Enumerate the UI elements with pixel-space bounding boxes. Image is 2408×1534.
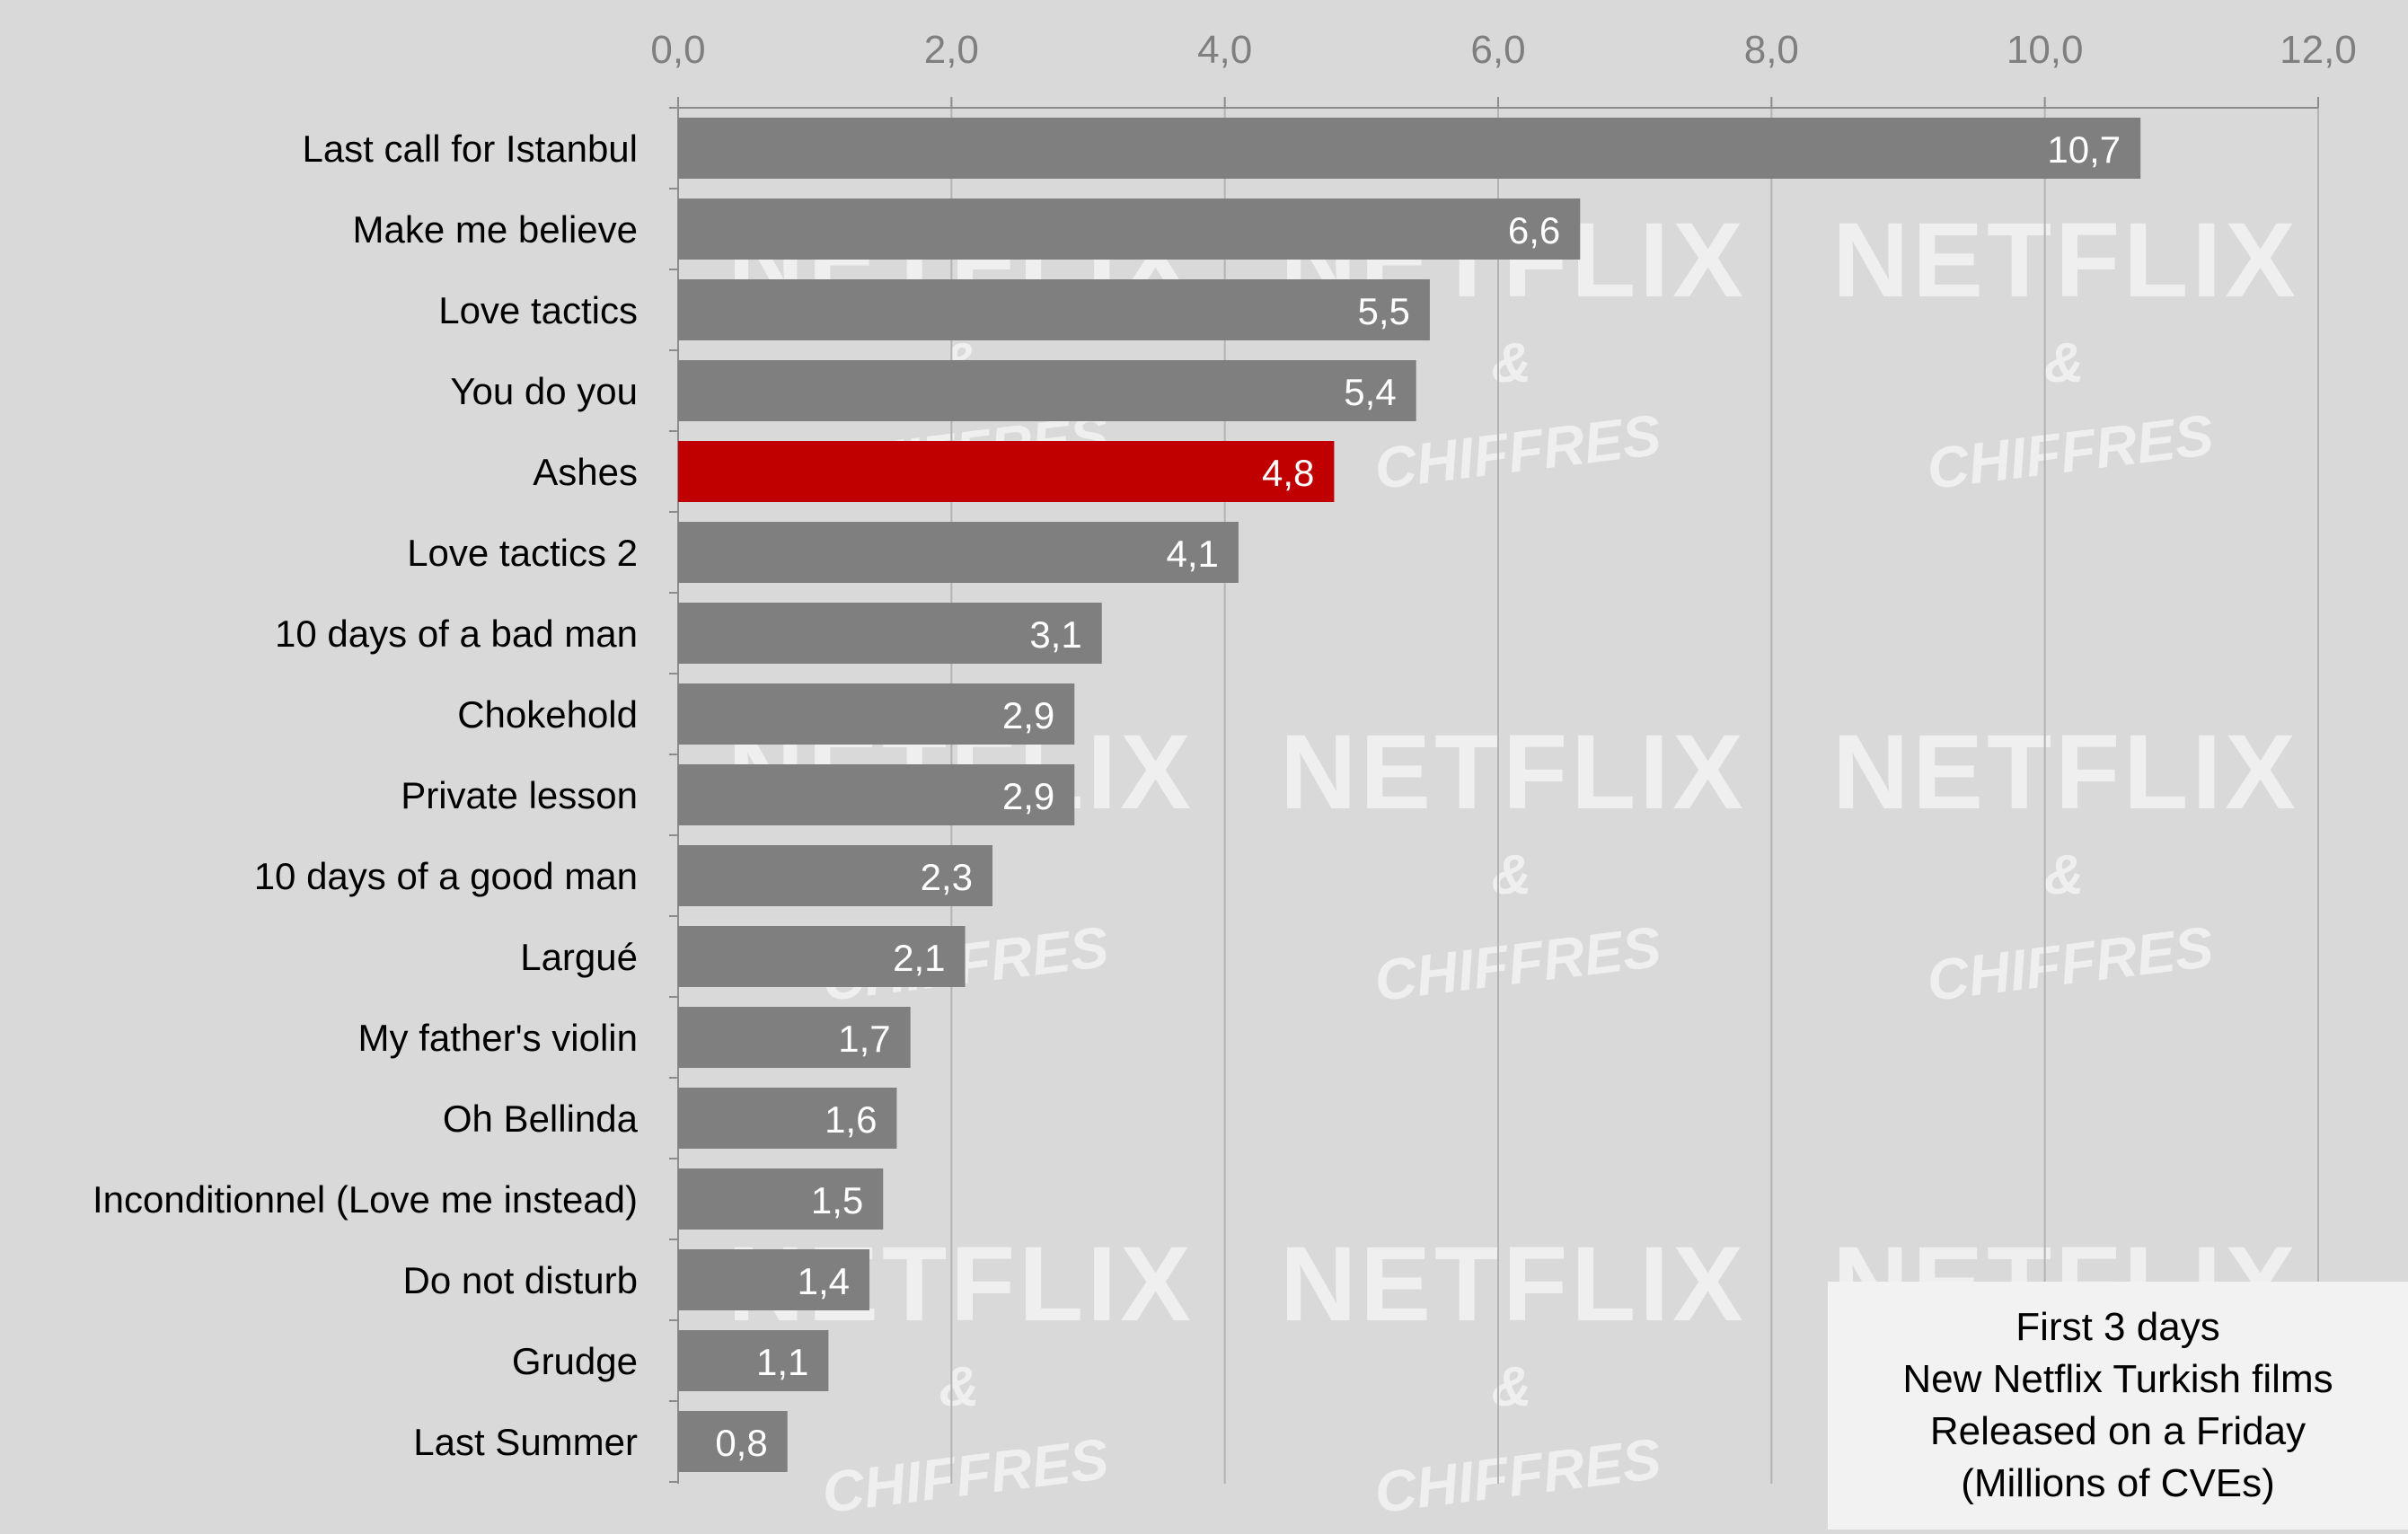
watermark-sub-3: CHIFFRES — [1924, 402, 2218, 501]
bar-16 — [678, 1330, 829, 1391]
watermark-amp-3: & — [2044, 332, 2085, 394]
bars — [678, 118, 2141, 1472]
category-label-7: 10 days of a bad man — [275, 613, 638, 655]
value-label-9: 2,9 — [1002, 775, 1054, 817]
value-label-8: 2,9 — [1002, 694, 1054, 736]
bar-13 — [678, 1088, 897, 1149]
category-label-16: Grudge — [512, 1340, 638, 1382]
bar-15 — [678, 1249, 870, 1310]
bar-10 — [678, 845, 992, 906]
watermark-title-5: NETFLIX — [1280, 713, 1747, 832]
value-label-15: 1,4 — [798, 1260, 850, 1302]
category-label-6: Love tactics 2 — [407, 532, 638, 574]
category-label-5: Ashes — [533, 451, 638, 493]
value-label-11: 2,1 — [893, 937, 945, 979]
category-label-11: Largué — [520, 936, 638, 978]
value-label-1: 10,7 — [2047, 128, 2121, 171]
watermark-amp-7: & — [939, 1356, 980, 1418]
bar-9 — [678, 764, 1075, 825]
bar-8 — [678, 683, 1075, 745]
watermark-title-8: NETFLIX — [1280, 1225, 1747, 1344]
category-label-1: Last call for Istanbul — [302, 128, 638, 170]
watermark-sub-6: CHIFFRES — [1924, 914, 2218, 1013]
legend-line-period: First 3 days — [2015, 1305, 2220, 1349]
value-label-17: 0,8 — [715, 1422, 767, 1464]
x-tick-label-1: 2,0 — [924, 28, 979, 72]
bar-17 — [678, 1411, 788, 1472]
x-tick-label-6: 12,0 — [2280, 28, 2357, 72]
category-label-13: Oh Bellinda — [443, 1098, 639, 1140]
x-tick-label-2: 4,0 — [1197, 28, 1252, 72]
value-label-2: 6,6 — [1508, 209, 1560, 251]
watermark-title-3: NETFLIX — [1832, 201, 2299, 320]
bar-5 — [678, 441, 1335, 502]
category-label-3: Love tactics — [438, 289, 638, 331]
bar-6 — [678, 522, 1239, 583]
legend-line-unit: (Millions of CVEs) — [1961, 1461, 2275, 1505]
legend-line-subject: New Netflix Turkish films — [1902, 1357, 2333, 1401]
x-tick-label-5: 10,0 — [2007, 28, 2084, 72]
category-label-15: Do not disturb — [403, 1259, 638, 1301]
legend-line-release: Released on a Friday — [1929, 1409, 2307, 1453]
x-tick-label-3: 6,0 — [1470, 28, 1525, 72]
bar-12 — [678, 1007, 911, 1068]
watermark-title-6: NETFLIX — [1832, 713, 2299, 832]
bar-2 — [678, 198, 1581, 260]
bar-11 — [678, 926, 966, 987]
bar-14 — [678, 1168, 884, 1230]
category-label-4: You do you — [450, 370, 638, 412]
value-label-14: 1,5 — [811, 1179, 863, 1221]
watermark-amp-6: & — [2044, 844, 2085, 906]
category-label-14: Inconditionnel (Love me instead) — [93, 1178, 638, 1221]
value-label-7: 3,1 — [1029, 613, 1081, 656]
watermark-sub-8: CHIFFRES — [1372, 1426, 1665, 1525]
category-label-12: My father's violin — [358, 1017, 638, 1059]
value-label-3: 5,5 — [1358, 290, 1410, 332]
value-label-4: 5,4 — [1344, 371, 1396, 413]
value-label-16: 1,1 — [756, 1341, 808, 1383]
value-label-6: 4,1 — [1166, 533, 1218, 575]
category-label-9: Private lesson — [401, 774, 638, 816]
bar-7 — [678, 603, 1102, 664]
bar-1 — [678, 118, 2141, 179]
x-axis: 0,0 2,0 4,0 6,0 8,0 10,0 12,0 — [650, 28, 2357, 1484]
category-label-8: Chokehold — [457, 693, 638, 736]
value-labels: 10,7 6,6 5,5 5,4 4,8 4,1 3,1 2,9 2,9 2,3 2,11,7 1,6… — [715, 128, 2121, 1464]
value-label-13: 1,6 — [825, 1098, 877, 1141]
category-label-10: 10 days of a good man — [254, 855, 638, 897]
watermark-sub-5: CHIFFRES — [1372, 914, 1665, 1013]
chart-legend-box: First 3 days New Netflix Turkish films R… — [1828, 1282, 2408, 1530]
value-label-10: 2,3 — [921, 856, 973, 898]
value-label-12: 1,7 — [838, 1018, 890, 1060]
watermark-sub-7: CHIFFRES — [819, 1426, 1113, 1525]
x-tick-label-0: 0,0 — [650, 28, 705, 72]
category-label-2: Make me believe — [353, 208, 638, 251]
category-label-17: Last Summer — [413, 1421, 638, 1463]
x-tick-label-4: 8,0 — [1744, 28, 1799, 72]
value-label-5: 4,8 — [1262, 452, 1314, 494]
bar-4 — [678, 360, 1416, 421]
category-labels: Last call for Istanbul Make me believe Lov… — [93, 107, 678, 1483]
bar-3 — [678, 279, 1430, 340]
